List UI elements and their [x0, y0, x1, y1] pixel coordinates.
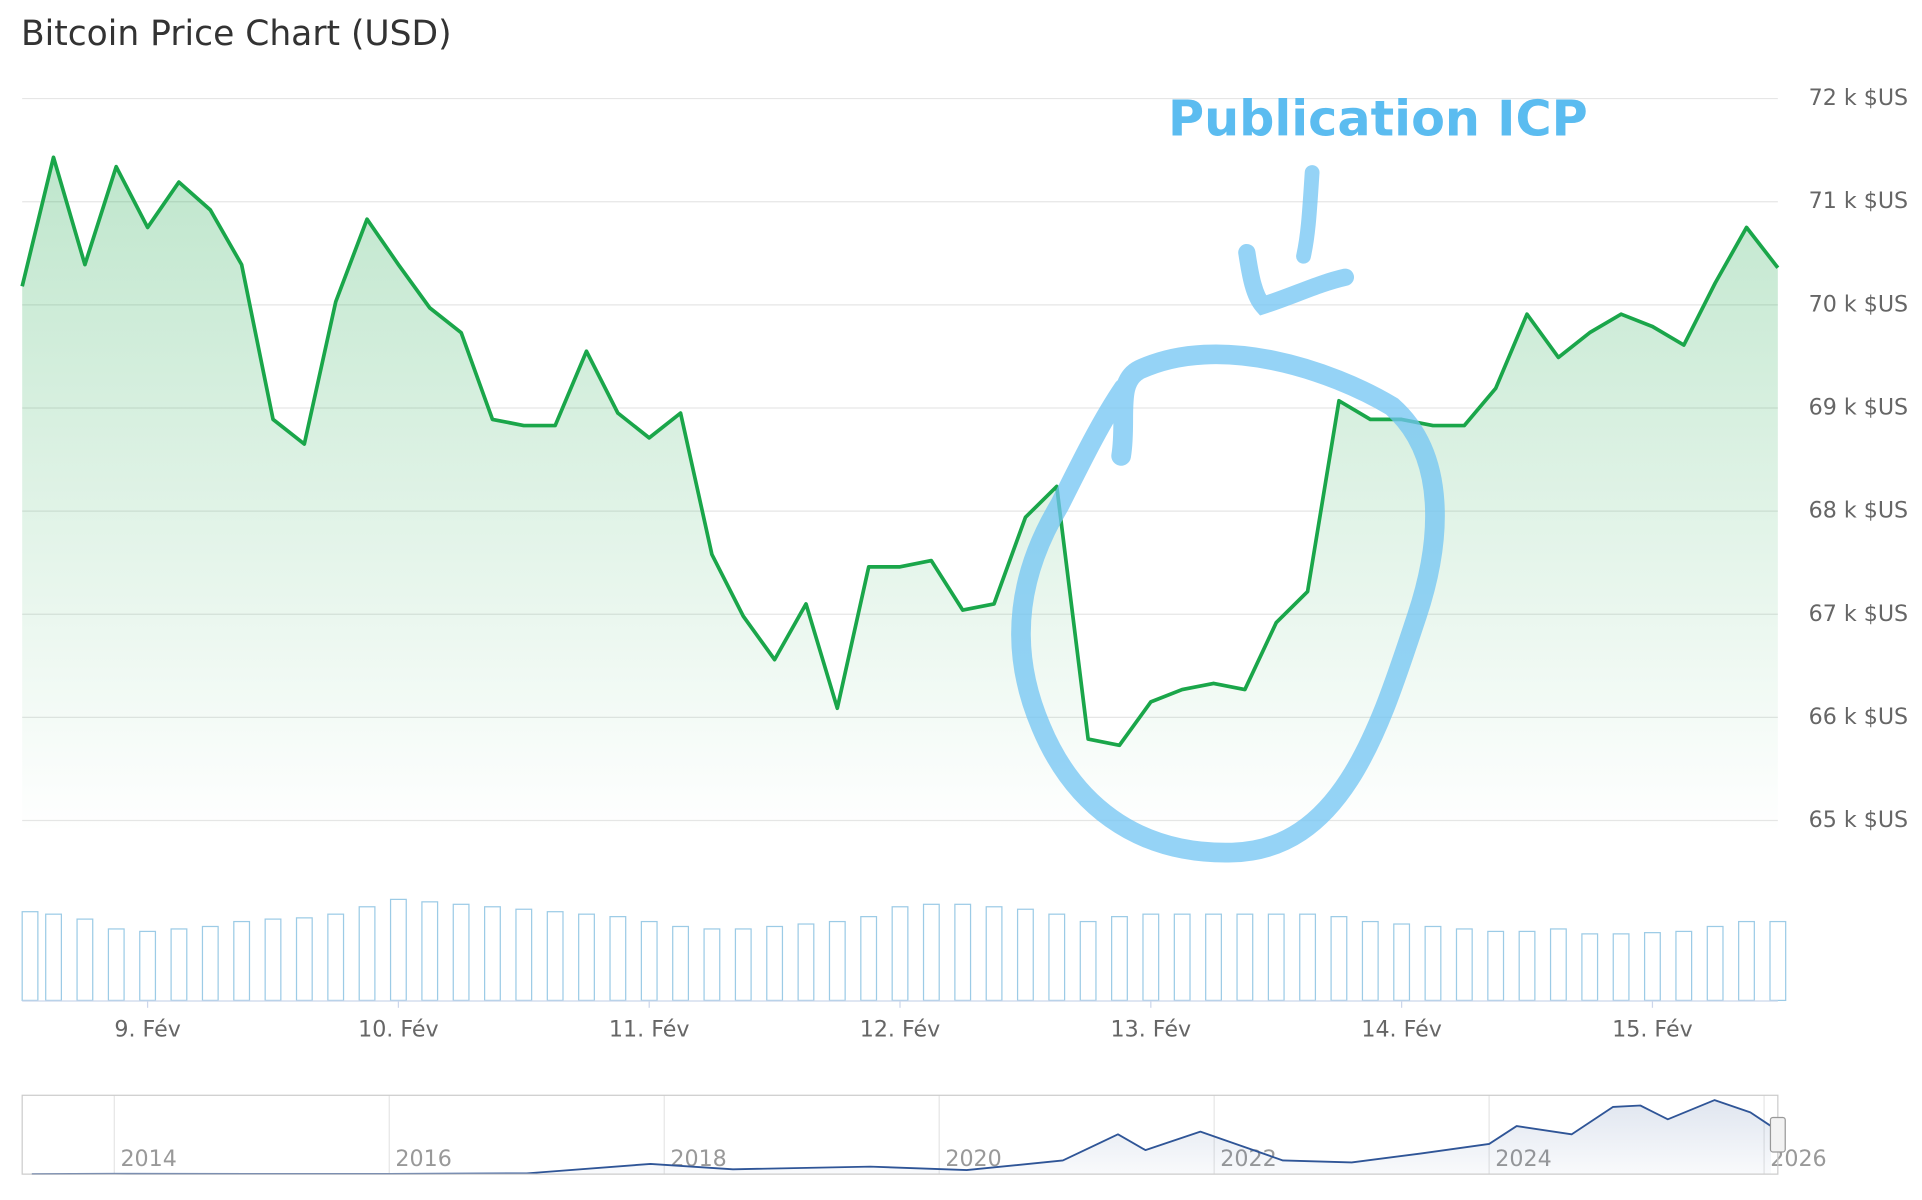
area: [22, 157, 1778, 833]
annotation-drawing: Publication ICP: [1011, 89, 1588, 863]
y-tick-label: 67 k $US: [1809, 601, 1909, 627]
x-tick-label: 11. Fév: [609, 1016, 690, 1042]
volume-bar: [295, 917, 313, 1002]
volume-bar: [1769, 920, 1787, 1002]
x-tick-label: 14. Fév: [1361, 1016, 1442, 1042]
volume-bar: [1549, 928, 1567, 1002]
area: [31, 1100, 1771, 1175]
volume-bar: [1048, 913, 1066, 1002]
y-tick-label: 72 k $US: [1809, 85, 1909, 111]
volume-bar: [954, 903, 972, 1002]
volume-bar: [922, 903, 940, 1002]
hand-arrow-head: [1238, 243, 1355, 316]
volume-bar: [1393, 923, 1411, 1002]
y-tick-label: 70 k $US: [1809, 291, 1909, 317]
volume-bar: [1455, 928, 1473, 1002]
hand-arrow-stem: [1296, 165, 1320, 264]
volume-bar: [1299, 913, 1317, 1002]
volume-bar: [1738, 920, 1755, 1002]
y-tick-label: 66 k $US: [1809, 704, 1909, 730]
hand-circle: [1011, 344, 1445, 863]
volume-bar: [1612, 933, 1630, 1002]
volume-bar: [1643, 932, 1661, 1002]
volume-bar: [452, 903, 470, 1002]
volume-bar: [327, 913, 345, 1002]
annotation-text: Publication ICP: [1168, 89, 1588, 147]
volume-bar: [1581, 933, 1599, 1002]
x-tick-label: 15. Fév: [1612, 1016, 1693, 1042]
volume-bar: [1236, 913, 1254, 1002]
navigator-tick-label: 2016: [395, 1146, 451, 1172]
volume-bar: [1173, 913, 1191, 1002]
y-tick-label: 68 k $US: [1809, 498, 1909, 524]
line: [20, 155, 1780, 748]
volume-bar: [891, 906, 909, 1002]
volume-bar: [170, 928, 188, 1002]
volume-bar: [1706, 925, 1724, 1002]
volume-bar: [1142, 913, 1160, 1002]
volume-bar: [1016, 908, 1034, 1002]
volume-bar: [703, 928, 721, 1002]
volume-bar: [766, 925, 784, 1002]
volume-bar: [421, 901, 439, 1002]
navigator: 2014201620182020202220242026: [31, 1095, 1827, 1175]
volume-bar: [578, 913, 595, 1002]
volume-bar: [21, 911, 39, 1002]
x-tick-label: 12. Fév: [860, 1016, 941, 1042]
volume-bar: [797, 923, 815, 1002]
volume-bar: [264, 918, 282, 1002]
line: [31, 1099, 1772, 1175]
volume-bar: [1111, 916, 1128, 1002]
volume-bar: [1487, 930, 1505, 1002]
volume-bar: [828, 920, 846, 1002]
volume-bar: [515, 908, 533, 1002]
main-plot: 65 k $US 66 k $US 67 k $US 68 k $US 69 k $US…: [20, 85, 1909, 1042]
navigator-tick-label: 2014: [120, 1146, 176, 1172]
volume-bar: [1267, 913, 1285, 1002]
y-tick-label: 69 k $US: [1809, 394, 1909, 420]
volume-bar: [734, 928, 752, 1002]
volume-bar: [107, 928, 125, 1002]
volume-bar: [358, 906, 376, 1002]
volume-bar: [483, 906, 501, 1002]
volume-bar: [672, 925, 690, 1002]
volume-bar: [1205, 913, 1222, 1002]
x-tick-label: 13. Fév: [1111, 1016, 1192, 1042]
y-tick-label: 65 k $US: [1809, 807, 1909, 833]
volume-bar: [76, 918, 94, 1002]
chart-title: Bitcoin Price Chart (USD): [21, 14, 452, 54]
y-tick-label: 71 k $US: [1809, 188, 1909, 214]
volume-bar: [609, 916, 627, 1002]
volume-bar: [1330, 916, 1348, 1002]
volume-bar: [640, 920, 658, 1002]
volume-bar: [546, 911, 564, 1002]
volume-bar: [1079, 920, 1097, 1002]
navigator-handle[interactable]: [1769, 1116, 1786, 1153]
volume-bar: [1424, 925, 1442, 1002]
x-tick-label: 9. Fév: [114, 1016, 180, 1042]
volume-bar: [1518, 930, 1536, 1002]
volume-bar: [860, 916, 878, 1002]
volume-bar: [1361, 920, 1379, 1002]
volume-bar: [985, 906, 1003, 1002]
volume-bar: [389, 898, 407, 1002]
volume-bar: [1675, 930, 1693, 1002]
volume-bar: [233, 920, 251, 1002]
volume-bar: [45, 913, 62, 1002]
x-tick-label: 10. Fév: [358, 1016, 439, 1042]
volume-bar: [139, 930, 157, 1002]
volume-bar: [201, 925, 219, 1002]
